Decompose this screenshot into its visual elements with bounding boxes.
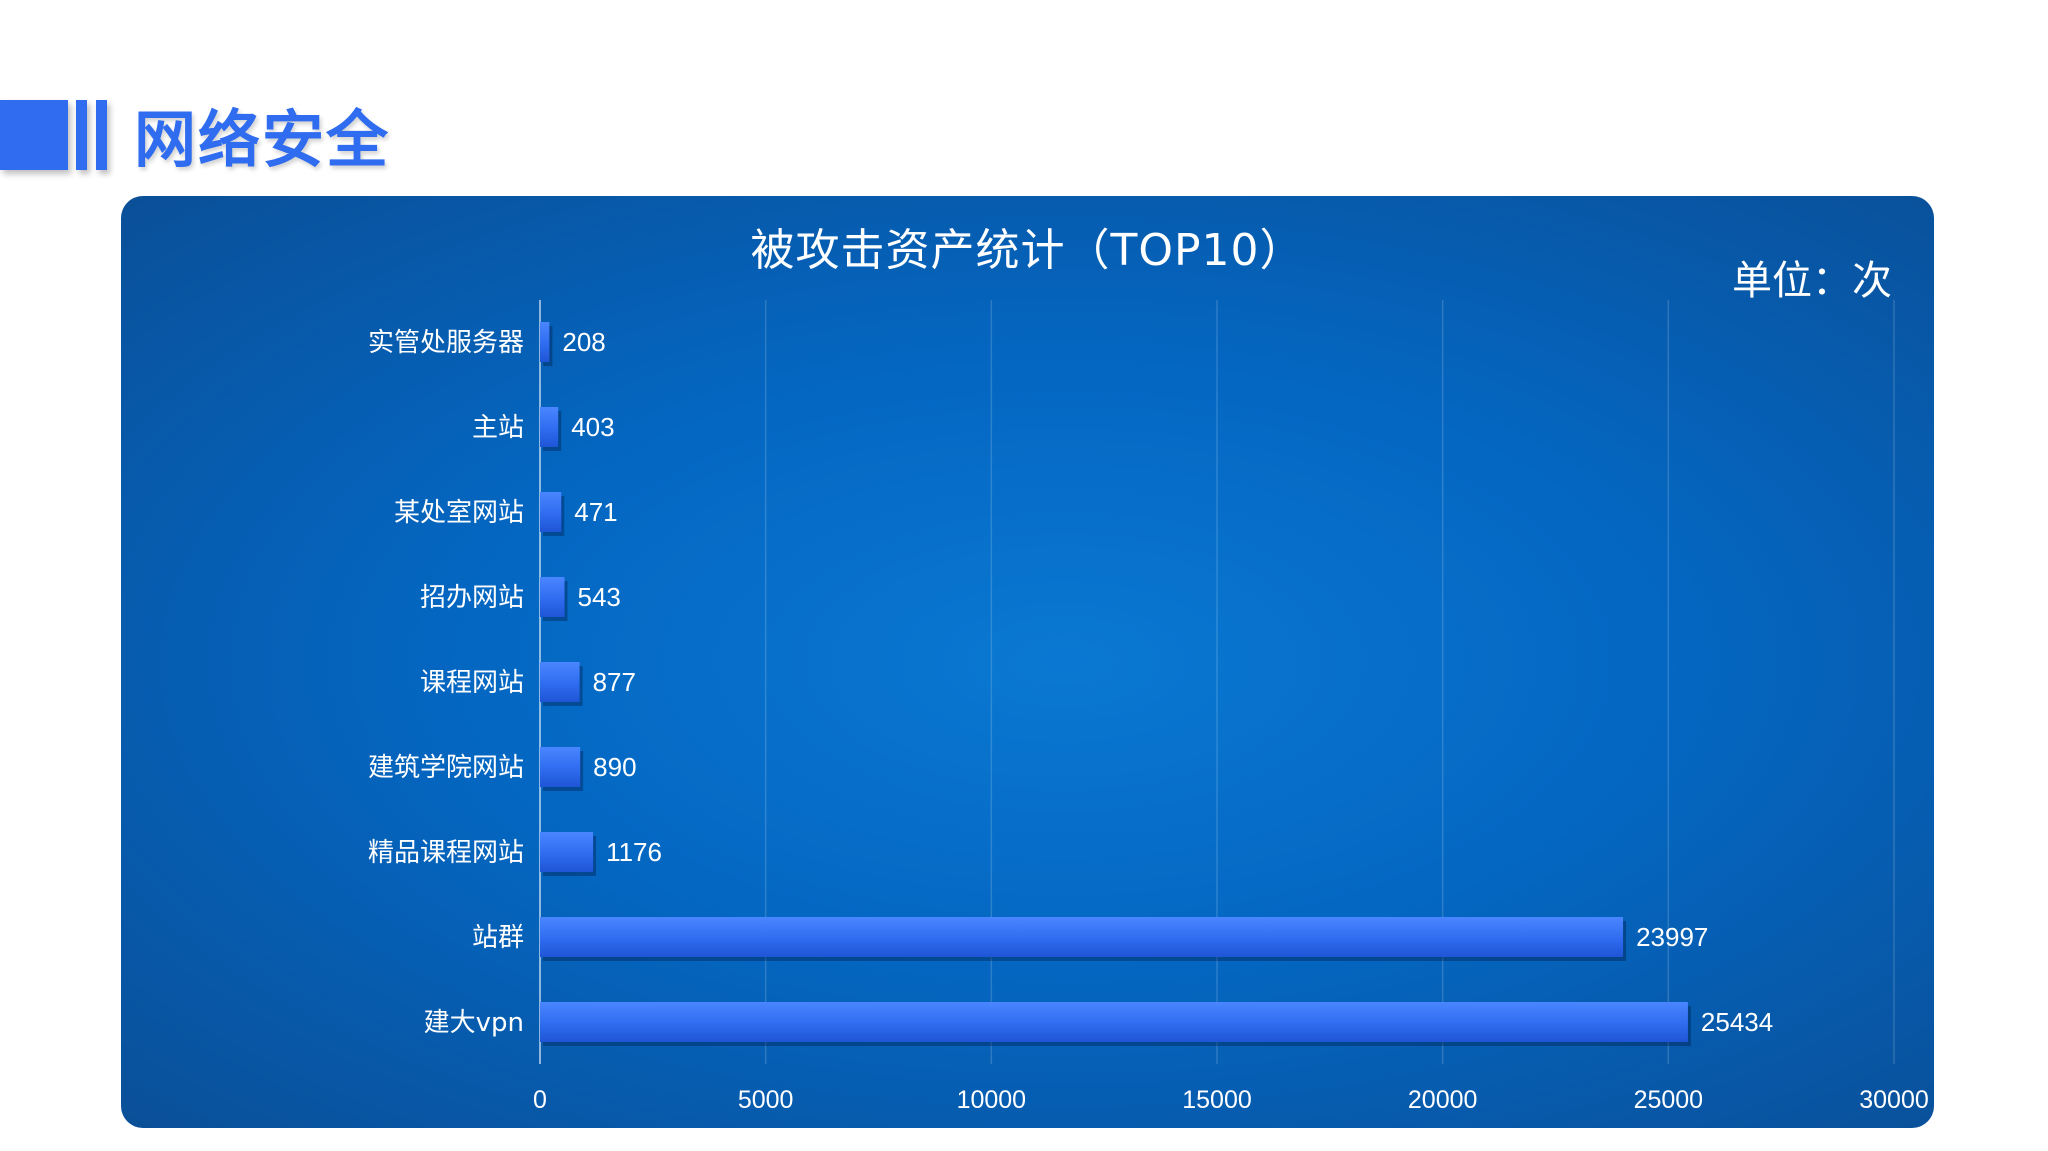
data-label: 543 [578, 582, 621, 612]
data-label: 1176 [606, 837, 662, 867]
category-label: 建大vpn [424, 1008, 524, 1038]
header-accent-bar [76, 100, 87, 170]
page-title: 网络安全 [134, 103, 391, 176]
bar [540, 1002, 1688, 1042]
data-label: 208 [562, 327, 605, 357]
x-tick-label: 5000 [738, 1086, 794, 1114]
category-label: 课程网站 [420, 668, 524, 698]
category-label: 主站 [472, 413, 524, 443]
data-label: 471 [574, 497, 617, 527]
data-label: 877 [593, 667, 636, 697]
bar [540, 577, 565, 617]
bar [540, 917, 1624, 957]
bar [540, 407, 559, 447]
x-tick-label: 25000 [1634, 1086, 1704, 1114]
labels: 0 5000 10000 15000 20000 25000 30000 实管处服务器 208 主… [368, 327, 1929, 1114]
data-label: 23997 [1636, 922, 1708, 952]
x-tick-label: 20000 [1408, 1086, 1478, 1114]
category-label: 精品课程网站 [368, 838, 524, 868]
bar [540, 322, 550, 362]
category-label: 建筑学院网站 [368, 753, 524, 783]
chart-panel: 被攻击资产统计（TOP10） 单位：次 0 5000 10000 15000 20000… [121, 196, 1934, 1128]
bar [540, 747, 581, 787]
x-tick-label: 0 [533, 1086, 547, 1114]
x-tick-label: 30000 [1859, 1086, 1929, 1114]
bars [540, 322, 1691, 1046]
header-accent-bar [96, 100, 107, 170]
bar [540, 492, 562, 532]
data-label: 403 [571, 412, 614, 442]
category-label: 实管处服务器 [368, 328, 524, 358]
bar [540, 832, 594, 872]
data-label: 890 [593, 752, 636, 782]
header-accent-block [0, 100, 68, 170]
x-tick-label: 15000 [1182, 1086, 1252, 1114]
bar [540, 662, 580, 702]
category-label: 某处室网站 [394, 498, 524, 528]
unit-label: 单位：次 [1732, 258, 1892, 304]
chart-title: 被攻击资产统计（TOP10） [750, 225, 1305, 276]
x-tick-label: 10000 [957, 1086, 1027, 1114]
data-label: 25434 [1701, 1007, 1773, 1037]
category-label: 招办网站 [420, 583, 524, 613]
category-label: 站群 [472, 923, 524, 953]
bar-chart: 0 5000 10000 15000 20000 25000 30000 实管处服务器 208 主… [368, 300, 1929, 1114]
